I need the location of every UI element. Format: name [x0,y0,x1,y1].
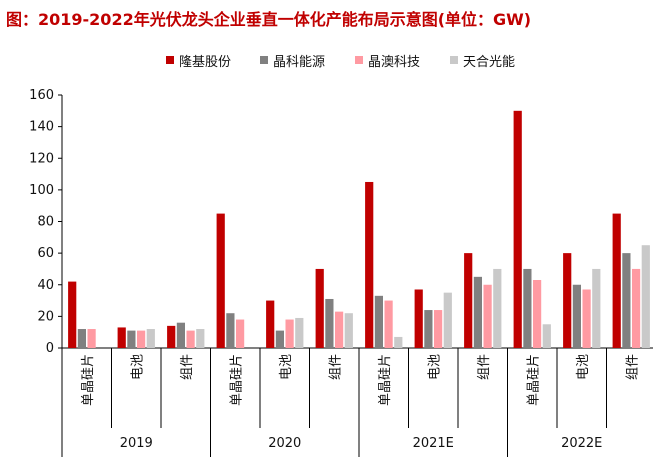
bar-4-2 [146,329,155,348]
bar-4-7 [394,336,403,348]
bar-1-8 [414,289,423,348]
chart-title: 图：2019-2022年光伏龙头企业垂直一体化产能布局示意图(单位：GW) [6,10,532,29]
year-label: 2019 [120,436,153,451]
bar-1-9 [464,253,473,348]
bar-4-3 [196,329,205,348]
category-label: 单晶硅片 [526,354,541,406]
category-label: 单晶硅片 [229,354,244,406]
bar-3-3 [186,330,195,348]
bar-2-6 [325,298,334,348]
bar-4-9 [493,268,502,348]
bar-4-6 [344,313,353,348]
bar-3-2 [137,330,146,348]
category-label: 单晶硅片 [378,354,393,406]
legend-swatch-series-4 [450,56,458,64]
bar-2-12 [622,253,631,348]
bar-3-6 [335,311,344,348]
legend-item-series-1: 隆基股份 [166,51,232,70]
legend-label-series-1: 隆基股份 [179,54,232,70]
bar-2-5 [275,330,284,348]
bar-1-3 [167,325,176,348]
legend-item-series-3: 晶澳科技 [355,51,421,70]
y-tick-label: 140 [29,120,54,135]
bar-2-2 [127,330,136,348]
legend-label-series-3: 晶澳科技 [368,54,421,70]
bar-2-4 [226,313,235,348]
category-label: 组件 [180,354,195,380]
category-label: 组件 [477,354,492,380]
bar-1-7 [365,181,374,348]
year-label: 2020 [268,436,301,451]
bar-1-11 [563,253,572,348]
category-label: 电池 [130,354,145,380]
bar-2-8 [424,310,433,348]
bar-3-11 [582,289,591,348]
bar-3-7 [384,300,393,348]
bar-3-10 [533,280,542,348]
y-tick-label: 20 [37,309,54,324]
category-label: 单晶硅片 [81,354,96,406]
bar-1-10 [513,110,522,348]
bar-4-12 [641,245,650,348]
y-tick-label: 80 [37,215,54,230]
bar-4-8 [443,292,452,348]
bar-4-11 [592,268,601,348]
legend-swatch-series-2 [260,56,268,64]
legend-swatch-series-3 [355,56,363,64]
bar-1-5 [266,300,275,348]
category-label: 组件 [328,354,343,380]
bar-1-4 [216,213,225,348]
legend-label-series-4: 天合光能 [463,54,516,70]
bar-2-3 [176,322,185,348]
bar-3-8 [434,310,443,348]
y-tick-label: 120 [29,151,54,166]
bar-4-5 [295,317,304,348]
bar-2-1 [77,329,86,348]
bar-3-4 [236,319,245,348]
legend-label-series-2: 晶科能源 [273,54,326,70]
y-tick-label: 160 [29,88,54,103]
y-tick-label: 40 [37,278,54,293]
bar-1-12 [612,213,621,348]
bar-2-9 [473,276,482,348]
category-label: 电池 [279,354,294,380]
bar-1-2 [117,327,126,348]
legend: 隆基股份 晶科能源 晶澳科技 天合光能 [0,51,653,70]
bar-1-1 [68,281,77,348]
bar-3-12 [632,268,641,348]
bar-4-10 [542,324,551,348]
category-label: 组件 [625,354,640,380]
y-tick-label: 100 [29,183,54,198]
category-label: 电池 [576,354,591,380]
y-tick-label: 60 [37,246,54,261]
year-label: 2022E [561,436,602,451]
bar-2-7 [374,295,383,348]
legend-item-series-4: 天合光能 [450,51,516,70]
category-label: 电池 [427,354,442,380]
bar-3-1 [87,329,96,348]
legend-item-series-2: 晶科能源 [260,51,326,70]
y-tick-label: 0 [46,341,54,356]
bar-3-5 [285,319,294,348]
bar-2-11 [572,284,581,348]
bar-2-10 [523,268,532,348]
legend-swatch-series-1 [166,56,174,64]
year-label: 2021E [413,436,454,451]
bar-1-6 [315,268,324,348]
bar-3-9 [483,284,492,348]
